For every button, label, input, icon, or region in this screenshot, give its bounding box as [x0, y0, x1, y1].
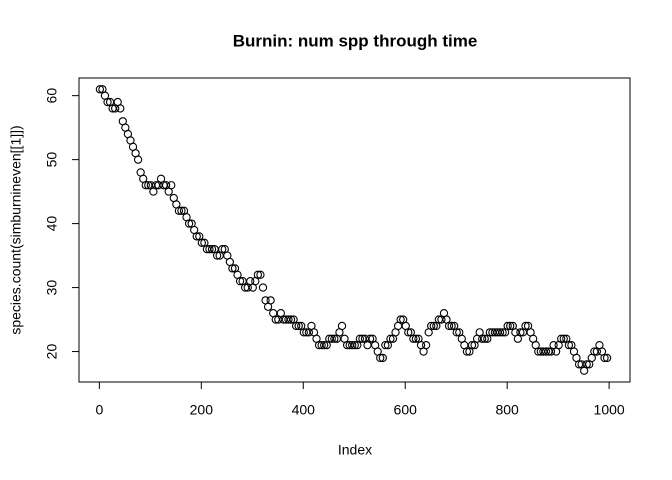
point — [559, 334, 568, 343]
x-tick-label: 1000 — [594, 402, 625, 418]
point — [557, 334, 566, 343]
point — [348, 341, 357, 350]
point — [174, 206, 184, 215]
point — [427, 321, 436, 331]
point — [197, 238, 206, 247]
point — [141, 181, 150, 190]
point — [284, 315, 293, 324]
point — [378, 353, 387, 363]
point — [480, 334, 489, 343]
y-axis-label: species.count(simburnineven[[1]]) — [8, 125, 24, 334]
point — [404, 328, 413, 337]
point — [177, 206, 186, 215]
point — [167, 181, 176, 190]
point — [228, 264, 237, 273]
point — [192, 232, 201, 241]
point — [467, 341, 477, 350]
point — [184, 219, 194, 228]
point — [582, 360, 591, 369]
chart-title: Burnin: num spp through time — [233, 31, 478, 50]
point — [421, 341, 431, 350]
point — [266, 296, 275, 305]
point — [212, 251, 222, 260]
point — [299, 328, 308, 337]
point — [337, 321, 347, 331]
point — [116, 104, 125, 113]
point — [503, 321, 512, 331]
point — [386, 334, 395, 343]
point — [95, 85, 105, 94]
x-tick-label: 600 — [394, 402, 418, 418]
point — [365, 334, 375, 343]
point — [350, 341, 359, 350]
y-tick-label: 20 — [44, 344, 60, 360]
point — [256, 270, 265, 279]
point — [205, 245, 214, 254]
point — [564, 341, 574, 350]
point — [521, 321, 530, 331]
point — [320, 341, 329, 350]
point — [396, 315, 405, 324]
x-tick-label: 200 — [190, 402, 214, 418]
x-axis-label: Index — [338, 442, 372, 458]
point — [207, 245, 217, 254]
x-tick-label: 0 — [95, 402, 103, 418]
x-tick-label: 800 — [495, 402, 519, 418]
point — [317, 341, 326, 350]
point — [258, 283, 268, 292]
point — [516, 328, 525, 337]
point — [429, 321, 438, 331]
point — [447, 321, 456, 331]
point — [478, 334, 487, 343]
point — [602, 353, 612, 363]
point — [291, 321, 301, 331]
point — [444, 321, 454, 331]
point — [286, 315, 296, 324]
x-tick-label: 400 — [292, 402, 316, 418]
point — [498, 328, 507, 337]
point — [376, 353, 385, 363]
point — [409, 334, 418, 343]
y-tick-label: 40 — [44, 216, 60, 232]
point — [294, 321, 303, 331]
point — [411, 334, 421, 343]
point — [327, 334, 336, 343]
y-tick-label: 30 — [44, 280, 60, 296]
point — [495, 328, 505, 337]
point — [381, 341, 390, 350]
y-tick-label: 60 — [44, 88, 60, 104]
point — [103, 97, 112, 107]
point — [218, 245, 227, 254]
y-tick-label: 50 — [44, 152, 60, 168]
point — [133, 155, 143, 164]
point — [330, 334, 339, 343]
point — [253, 270, 263, 279]
point — [541, 347, 551, 356]
point — [235, 277, 245, 286]
point — [452, 328, 461, 337]
point — [355, 334, 365, 343]
point — [506, 321, 515, 331]
point — [600, 353, 609, 363]
point — [462, 347, 472, 356]
plot-box — [78, 77, 631, 383]
